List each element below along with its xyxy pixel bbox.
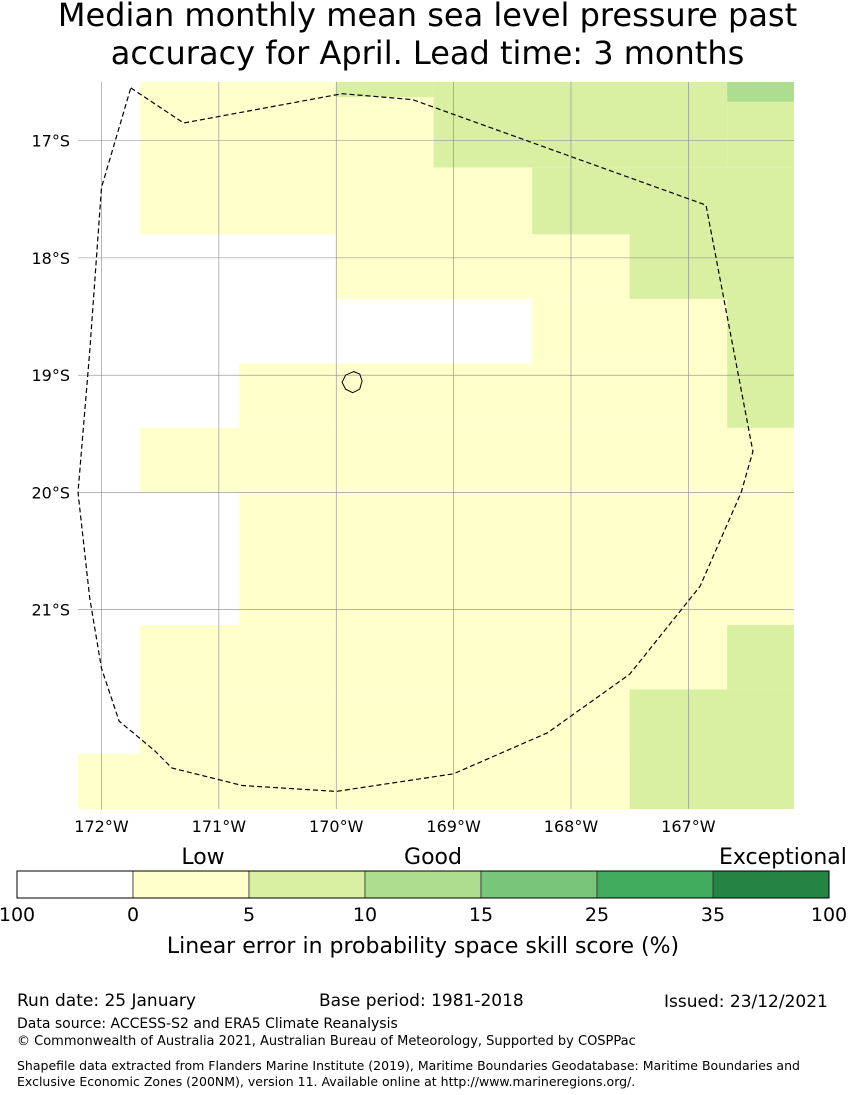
lat-tick-label: 21°S	[31, 601, 70, 620]
shapefile-credit: Shapefile data extracted from Flanders M…	[17, 1058, 800, 1089]
skill-score-grid	[78, 82, 794, 809]
colorbar-title: Linear error in probability space skill …	[167, 934, 679, 959]
colorbar-tick-label: 35	[701, 904, 725, 926]
latitude-tick-labels: 17°S 18°S 19°S 20°S 21°S	[31, 132, 70, 620]
grid-cell-low	[532, 298, 728, 364]
grid-cell-good	[727, 298, 794, 428]
colorbar-tick-label: 100	[811, 904, 847, 926]
grid-cell-low	[238, 492, 794, 625]
longitude-tick-labels: 172°W 171°W 170°W 169°W 168°W 167°W	[74, 817, 715, 836]
grid-cell-good	[532, 167, 794, 235]
graticule	[78, 82, 794, 809]
grid-cell-good	[336, 82, 434, 98]
grid-cell-low	[336, 234, 630, 299]
grid-cell-low	[140, 624, 728, 690]
page-title-line-1: Median monthly mean sea level pressure p…	[57, 0, 798, 34]
lat-tick-label: 20°S	[31, 483, 70, 502]
grid-cell-good	[433, 82, 728, 168]
category-low-label: Low	[181, 845, 224, 870]
lon-tick-label: 168°W	[544, 817, 599, 836]
copyright: © Commonwealth of Australia 2021, Austra…	[17, 1034, 636, 1049]
grid-cell-good	[727, 624, 794, 690]
colorbar-tick-label: 0	[127, 904, 139, 926]
category-good-label: Good	[404, 845, 462, 870]
grid-cell-low	[78, 753, 630, 809]
lon-tick-label: 167°W	[661, 817, 716, 836]
category-exceptional-label: Exceptional	[719, 845, 847, 870]
grid-cell-better	[727, 82, 794, 102]
grid-cell-low	[336, 97, 434, 235]
lat-tick-label: 18°S	[31, 249, 70, 268]
grid-cell-low	[238, 363, 728, 428]
colorbar-segment	[596, 870, 714, 899]
base-period: Base period: 1981-2018	[319, 991, 524, 1011]
lon-tick-label: 171°W	[192, 817, 247, 836]
colorbar-segment	[364, 870, 482, 899]
run-date: Run date: 25 January	[17, 991, 196, 1011]
eez-boundary	[77, 86, 754, 793]
colorbar-segment	[16, 870, 134, 899]
grid-cell-low	[140, 427, 794, 493]
colorbar	[16, 870, 830, 899]
colorbar-tick-label: 5	[243, 904, 255, 926]
colorbar-segment	[132, 870, 250, 899]
issued-date: Issued: 23/12/2021	[664, 992, 828, 1012]
page-title: Median monthly mean sea level pressure p…	[0, 0, 855, 72]
lon-tick-label: 170°W	[309, 817, 364, 836]
lat-tick-label: 19°S	[31, 366, 70, 385]
colorbar-segment	[480, 870, 598, 899]
grid-cell-low	[140, 689, 630, 754]
page-title-line-2: accuracy for April. Lead time: 3 months	[110, 34, 745, 72]
lat-tick-label: 17°S	[31, 132, 70, 151]
grid-cell-good	[727, 101, 794, 168]
lon-tick-label: 172°W	[74, 817, 129, 836]
colorbar-tick-labels: 100 0 5 10 15 25 35 100	[0, 904, 847, 926]
colorbar-tick-label: 10	[353, 904, 377, 926]
grid-cell-good	[629, 234, 794, 299]
colorbar-tick-label: 15	[469, 904, 493, 926]
colorbar-tick-label: 25	[585, 904, 609, 926]
colorbar-segment	[248, 870, 366, 899]
grid-cell-good	[629, 689, 794, 809]
grid-cell-low	[433, 167, 533, 235]
colorbar-segment	[712, 870, 830, 899]
island-outline	[341, 371, 363, 394]
lon-tick-label: 169°W	[426, 817, 481, 836]
colorbar-frame	[16, 870, 830, 899]
data-source: Data source: ACCESS-S2 and ERA5 Climate …	[17, 1016, 398, 1032]
grid-cell-low	[140, 82, 337, 235]
colorbar-tick-label: 100	[0, 904, 35, 926]
